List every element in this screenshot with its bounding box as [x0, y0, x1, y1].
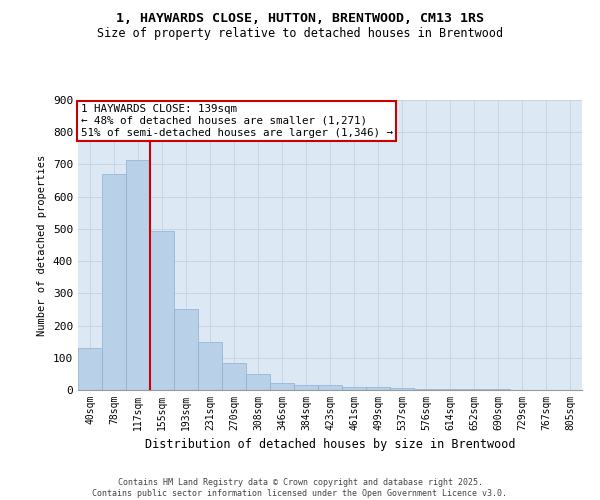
Bar: [126, 160, 150, 390]
Bar: [150, 230, 174, 390]
Bar: [174, 310, 198, 390]
Y-axis label: Number of detached properties: Number of detached properties: [37, 154, 47, 336]
Bar: [390, 388, 414, 390]
Bar: [366, 388, 390, 390]
Text: 1 HAYWARDS CLOSE: 139sqm
← 48% of detached houses are smaller (1,271)
51% of sem: 1 HAYWARDS CLOSE: 139sqm ← 48% of detach…: [80, 104, 392, 138]
Bar: [318, 385, 342, 390]
Text: 1, HAYWARDS CLOSE, HUTTON, BRENTWOOD, CM13 1RS: 1, HAYWARDS CLOSE, HUTTON, BRENTWOOD, CM…: [116, 12, 484, 26]
Text: Contains HM Land Registry data © Crown copyright and database right 2025.
Contai: Contains HM Land Registry data © Crown c…: [92, 478, 508, 498]
Text: Size of property relative to detached houses in Brentwood: Size of property relative to detached ho…: [97, 28, 503, 40]
Bar: [414, 388, 438, 390]
Bar: [438, 389, 462, 390]
Bar: [198, 342, 222, 390]
Bar: [102, 174, 126, 390]
Bar: [246, 374, 270, 390]
Bar: [270, 383, 294, 390]
Bar: [294, 384, 318, 390]
Bar: [78, 348, 102, 390]
X-axis label: Distribution of detached houses by size in Brentwood: Distribution of detached houses by size …: [145, 438, 515, 452]
Bar: [342, 387, 366, 390]
Bar: [222, 362, 246, 390]
